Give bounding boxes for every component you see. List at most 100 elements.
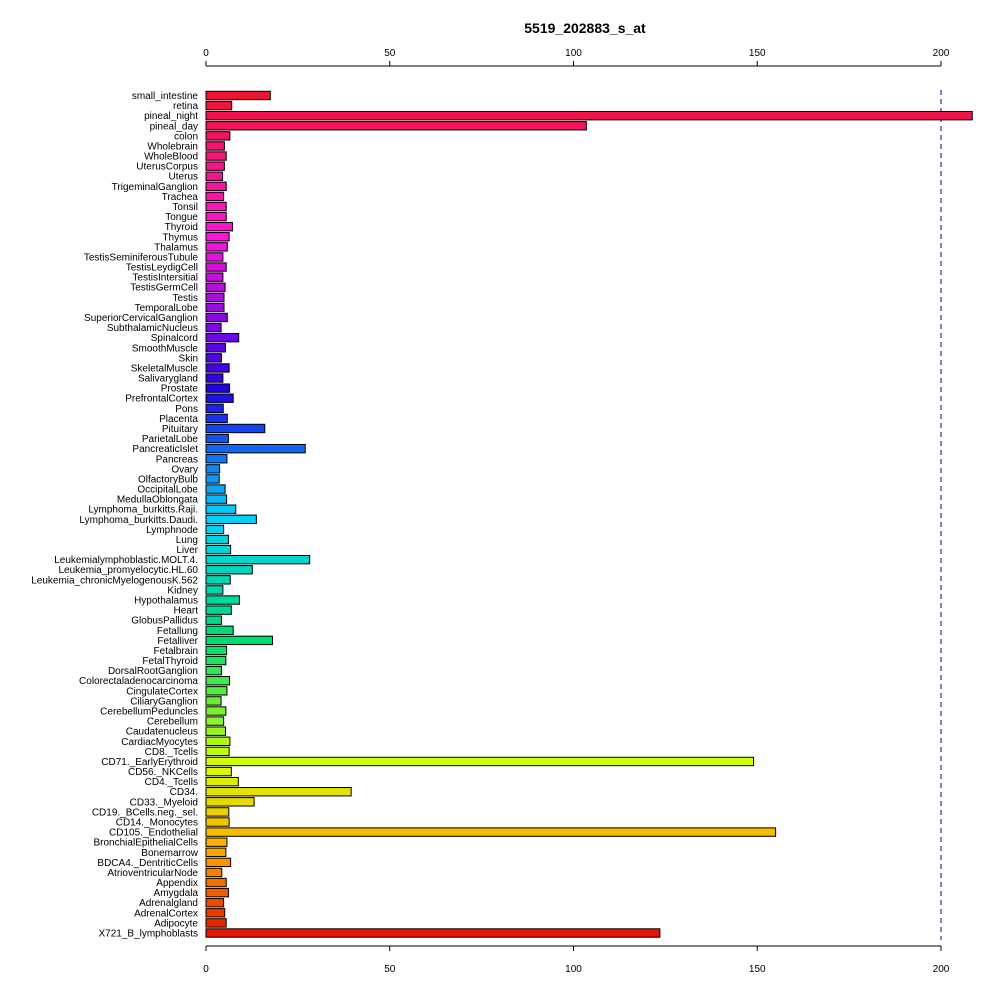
bar bbox=[205, 857, 232, 868]
bar bbox=[205, 201, 227, 212]
category-label: CD4._Tcells bbox=[145, 777, 198, 788]
bar bbox=[205, 787, 352, 797]
category-label: Bonemarrow bbox=[141, 848, 198, 859]
category-label: WholeBlood bbox=[144, 152, 198, 163]
bar bbox=[205, 443, 306, 454]
category-label: Caudatenucleus bbox=[126, 727, 198, 738]
category-label: CD33._Myeloid bbox=[130, 797, 198, 808]
bar bbox=[205, 272, 224, 282]
category-label: Liver bbox=[176, 545, 198, 556]
category-label: Heart bbox=[174, 606, 199, 617]
bar bbox=[205, 736, 231, 746]
category-label: retina bbox=[173, 101, 198, 112]
category-label: TestisLeydigCell bbox=[126, 263, 198, 274]
axis-tick-label: 150 bbox=[749, 964, 766, 975]
bar bbox=[205, 837, 228, 847]
category-label: X721_B_lymphoblasts bbox=[98, 929, 198, 940]
category-label: Fetallung bbox=[157, 626, 198, 637]
category-label: Ovary bbox=[171, 464, 198, 475]
category-label: CerebellumPeduncles bbox=[100, 707, 198, 718]
category-label: Lymphnode bbox=[146, 525, 198, 536]
chart-title: 5519_202883_s_at bbox=[524, 20, 646, 36]
category-label: Wholebrain bbox=[147, 141, 198, 152]
bar bbox=[205, 383, 231, 393]
category-label: Thymus bbox=[162, 232, 198, 243]
bar bbox=[205, 181, 227, 192]
category-label: pineal_day bbox=[150, 121, 198, 132]
bar bbox=[205, 242, 228, 252]
bar bbox=[205, 464, 221, 474]
category-label: Lung bbox=[176, 535, 198, 546]
category-label: CD8._Tcells bbox=[145, 747, 198, 758]
axis-tick-label: 150 bbox=[749, 48, 766, 59]
axis-tick-label: 0 bbox=[203, 964, 209, 975]
bar bbox=[205, 454, 228, 464]
category-label: Pons bbox=[175, 404, 198, 415]
category-label: Thyroid bbox=[165, 222, 198, 233]
category-label: GlobusPallidus bbox=[131, 616, 198, 627]
bar bbox=[205, 655, 227, 666]
category-label: Colorectaladenocarcinoma bbox=[79, 676, 198, 687]
top-x-axis: 0 50 100 150 200 bbox=[203, 48, 950, 67]
category-label: Hypothalamus bbox=[134, 596, 198, 607]
bar bbox=[205, 524, 225, 535]
bar bbox=[205, 353, 222, 363]
bar bbox=[205, 797, 255, 807]
category-label: Testis bbox=[172, 293, 198, 304]
bar bbox=[205, 686, 228, 696]
bar bbox=[205, 887, 229, 898]
bar bbox=[205, 928, 661, 938]
category-label: Fetalbrain bbox=[154, 646, 198, 657]
category-label: Adipocyte bbox=[154, 918, 198, 929]
bar bbox=[205, 706, 227, 716]
bar bbox=[205, 494, 228, 504]
category-label: Amygdala bbox=[154, 888, 199, 899]
bar bbox=[205, 110, 973, 121]
category-label: BronchialEpithelialCells bbox=[94, 838, 199, 849]
bar bbox=[205, 807, 230, 817]
bar bbox=[205, 232, 230, 242]
bar bbox=[205, 282, 226, 292]
bar bbox=[205, 766, 232, 777]
category-label: Salivarygland bbox=[138, 374, 198, 385]
bar bbox=[205, 746, 230, 757]
bar bbox=[205, 877, 227, 888]
category-label: PancreaticIslet bbox=[132, 444, 198, 455]
category-label: TemporalLobe bbox=[135, 303, 199, 314]
bar bbox=[205, 343, 226, 353]
bar bbox=[205, 332, 240, 343]
category-label: CingulateCortex bbox=[126, 686, 198, 697]
category-label: CD105._Endothelial bbox=[109, 828, 198, 839]
category-label: Tonsil bbox=[172, 202, 198, 213]
category-label: TestisGermCell bbox=[130, 283, 198, 294]
bar bbox=[205, 171, 224, 181]
category-label: FetalThyroid bbox=[142, 656, 198, 667]
category-label: Prostate bbox=[161, 384, 199, 395]
category-label: OccipitalLobe bbox=[137, 485, 198, 496]
bar bbox=[205, 625, 234, 635]
category-label: CiliaryGanglion bbox=[130, 696, 198, 707]
bar bbox=[205, 665, 222, 676]
axis-tick-label: 0 bbox=[203, 48, 209, 59]
category-label: AdrenalCortex bbox=[134, 908, 198, 919]
bar bbox=[205, 302, 225, 313]
bar bbox=[205, 817, 230, 827]
bar bbox=[205, 908, 226, 918]
bar bbox=[205, 756, 755, 767]
bar bbox=[205, 141, 225, 151]
category-label: CD34. bbox=[170, 787, 198, 798]
bar bbox=[205, 615, 222, 625]
bar bbox=[205, 776, 239, 787]
bar bbox=[205, 90, 271, 101]
category-label: TrigeminalGanglion bbox=[112, 182, 198, 193]
bar bbox=[205, 161, 225, 171]
bar bbox=[205, 575, 231, 585]
category-label: Kidney bbox=[167, 585, 198, 596]
bar bbox=[205, 635, 274, 646]
bar bbox=[205, 100, 233, 111]
bar bbox=[205, 221, 233, 232]
category-label: Placenta bbox=[159, 414, 198, 425]
category-label: AtrioventricularNode bbox=[107, 868, 198, 879]
bar bbox=[205, 433, 229, 444]
